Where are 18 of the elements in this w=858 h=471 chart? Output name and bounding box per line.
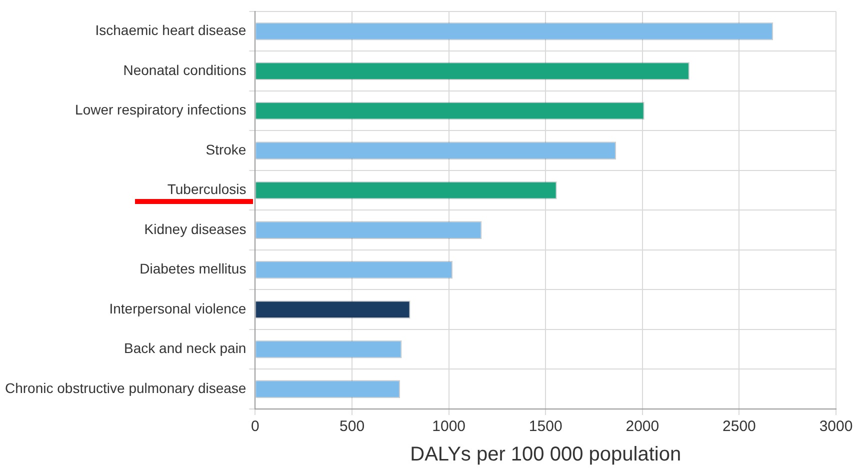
y-tick-label: Stroke <box>206 141 246 158</box>
y-tick-label: Back and neck pain <box>124 340 246 356</box>
y-tick-label: Chronic obstructive pulmonary disease <box>4 380 246 396</box>
x-tick-label: 1500 <box>528 418 562 436</box>
y-tick-label: Interpersonal violence <box>109 300 246 316</box>
y-tick-label: Lower respiratory infections <box>75 102 246 118</box>
x-tick-label: 2000 <box>626 418 660 436</box>
x-tick-label: 3000 <box>819 418 853 436</box>
y-tick-label: Ischaemic heart disease <box>95 22 246 38</box>
y-tick-label: Diabetes mellitus <box>140 260 246 277</box>
y-tick-label: Neonatal conditions <box>123 62 246 78</box>
x-tick-label: 500 <box>340 418 365 436</box>
x-tick-label: 0 <box>251 418 260 436</box>
y-tick-label: Tuberculosis <box>167 181 246 198</box>
y-tick-label: Kidney diseases <box>144 220 246 237</box>
x-tick-label: 2500 <box>722 418 756 436</box>
x-axis-title: DALYs per 100 000 population <box>410 444 682 466</box>
x-tick-label: 1000 <box>432 418 466 436</box>
